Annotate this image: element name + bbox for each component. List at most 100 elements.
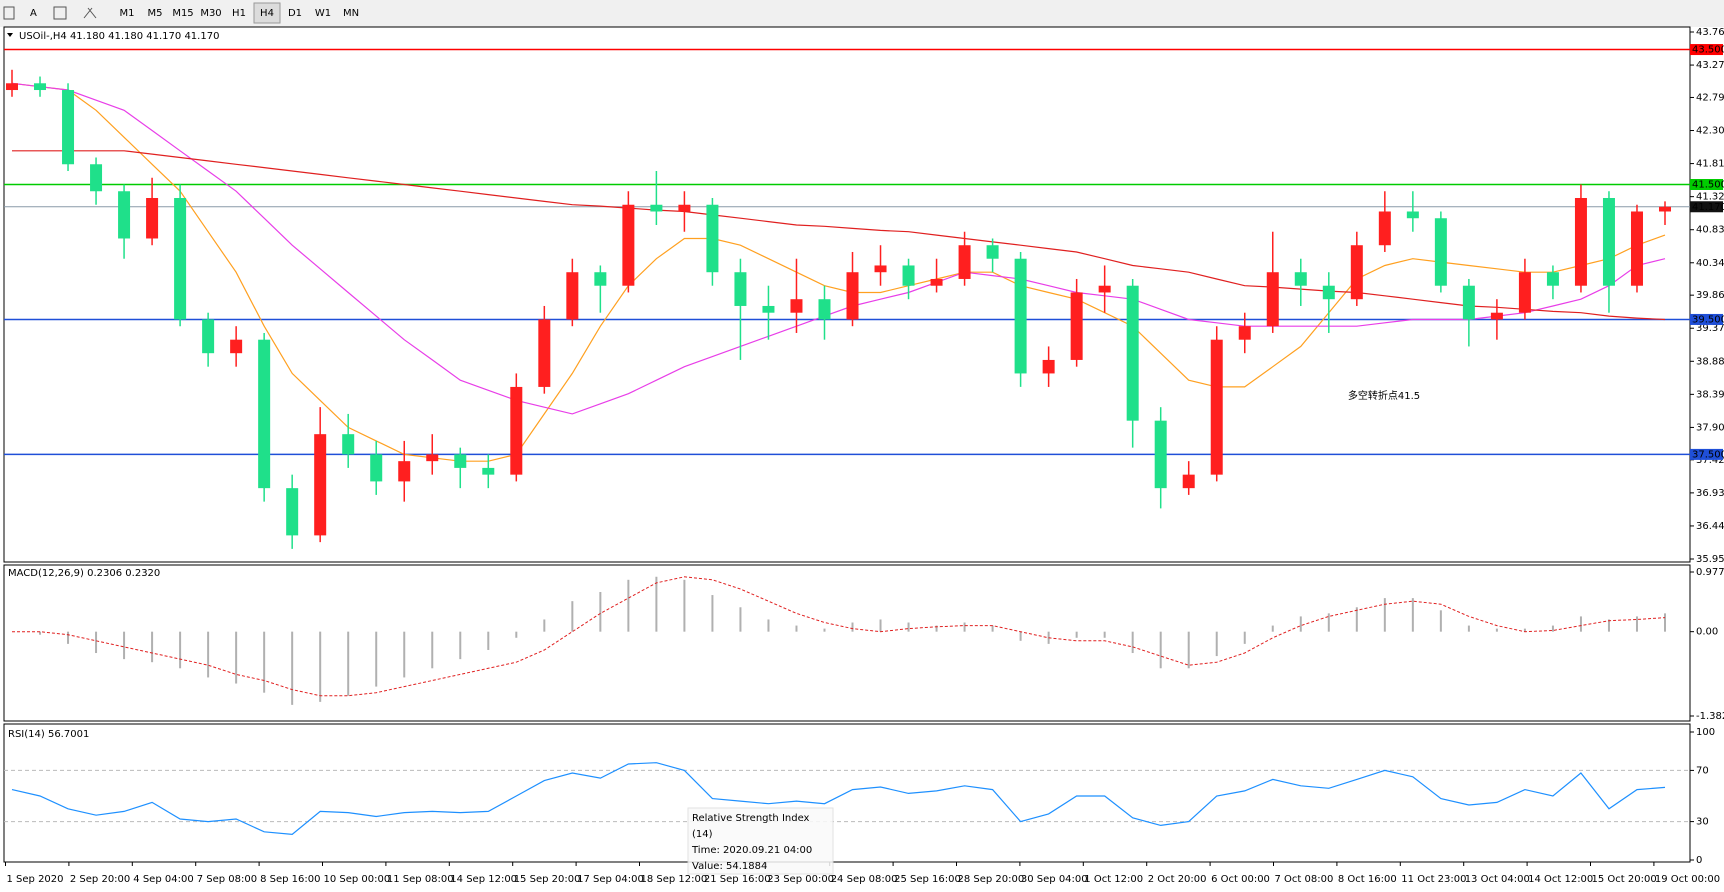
y-tick-label: -1.382 xyxy=(1696,711,1724,722)
y-tick-label: 0.9779 xyxy=(1696,567,1724,578)
candle-body xyxy=(174,197,187,320)
panel-title: RSI(14) 56.7001 xyxy=(8,729,89,740)
y-tick-label: 70 xyxy=(1696,765,1709,776)
x-tick-label: 11 Oct 23:00 xyxy=(1401,874,1466,885)
moving-average xyxy=(11,82,1666,462)
timeframe-label[interactable]: H1 xyxy=(232,8,246,19)
tooltip-text: Value: 54.1884 xyxy=(692,861,767,872)
x-tick-label: 6 Oct 00:00 xyxy=(1211,874,1270,885)
candle-body xyxy=(6,83,18,91)
candle-body xyxy=(1210,339,1223,475)
macd-panel xyxy=(3,564,1691,722)
x-tick-label: 15 Oct 20:00 xyxy=(1592,874,1657,885)
candle-body xyxy=(846,272,859,320)
level-label-box xyxy=(1690,448,1723,460)
candle-body xyxy=(986,245,999,259)
timeframe-button[interactable] xyxy=(226,3,252,23)
timeframe-label[interactable]: M15 xyxy=(172,8,193,19)
x-tick-label: 17 Sep 04:00 xyxy=(577,874,644,885)
y-tick-label: 40.830 xyxy=(1696,225,1724,236)
candle-body xyxy=(538,319,551,387)
candle-body xyxy=(1518,272,1531,313)
x-tick-label: 14 Oct 12:00 xyxy=(1528,874,1593,885)
candle-body xyxy=(1070,292,1083,360)
timeframe-button[interactable] xyxy=(114,3,140,23)
timeframe-label[interactable]: M1 xyxy=(120,8,135,19)
candle-body xyxy=(1238,326,1251,340)
candle-body xyxy=(790,299,803,313)
candle-body xyxy=(1659,206,1671,212)
timeframe-label[interactable]: H4 xyxy=(260,8,274,19)
tool-icon[interactable] xyxy=(83,7,97,19)
y-tick-label: 37.420 xyxy=(1696,455,1724,466)
tooltip-box xyxy=(687,807,834,875)
candle-body xyxy=(1490,312,1503,320)
y-tick-label: 39.370 xyxy=(1696,323,1724,334)
level-label: 41.500 xyxy=(1692,179,1724,190)
tool-icon[interactable] xyxy=(3,6,15,20)
y-tick-label: 38.880 xyxy=(1696,356,1724,367)
candle-body xyxy=(622,204,635,286)
timeframe-button[interactable] xyxy=(338,3,364,23)
y-tick-label: 36.930 xyxy=(1696,488,1724,499)
candle-body xyxy=(202,319,215,354)
rsi-line xyxy=(11,762,1666,836)
x-tick-label: 23 Sep 00:00 xyxy=(767,874,834,885)
candle-body xyxy=(1350,245,1363,300)
level-label: 37.500 xyxy=(1692,449,1724,460)
y-tick-label: 41.320 xyxy=(1696,192,1724,203)
title-arrow xyxy=(7,33,13,37)
timeframe-button[interactable] xyxy=(253,2,281,24)
candle-body xyxy=(1602,197,1615,286)
timeframe-button[interactable] xyxy=(310,3,336,23)
candle-body xyxy=(314,434,327,536)
x-tick-label: 10 Sep 00:00 xyxy=(324,874,391,885)
x-tick-label: 21 Sep 16:00 xyxy=(704,874,771,885)
candle-body xyxy=(118,191,131,239)
y-tick-label: 35.950 xyxy=(1696,554,1724,565)
candle-body xyxy=(370,454,383,482)
x-tick-label: 28 Sep 20:00 xyxy=(958,874,1025,885)
y-tick-label: 36.440 xyxy=(1696,521,1724,532)
timeframe-button[interactable] xyxy=(142,3,168,23)
tool-icon[interactable]: A xyxy=(30,8,37,19)
y-tick-label: 42.790 xyxy=(1696,92,1724,103)
candle-body xyxy=(902,265,915,286)
toolbar-icons: A xyxy=(3,6,97,20)
timeframe-label[interactable]: D1 xyxy=(288,8,302,19)
y-tick-label: 41.810 xyxy=(1696,159,1724,170)
timeframe-label[interactable]: M5 xyxy=(148,8,163,19)
x-tick-label: 25 Sep 16:00 xyxy=(894,874,961,885)
timeframe-label[interactable]: MN xyxy=(343,8,359,19)
level-label-box xyxy=(1690,313,1723,325)
y-tick-label: 38.390 xyxy=(1696,389,1724,400)
timeframe-label[interactable]: M30 xyxy=(200,8,221,19)
timeframe-bar: M1 M5 M15 M30 H1 H4 D1 W1 MN xyxy=(114,2,364,24)
main-panel xyxy=(3,26,1691,563)
candle-body xyxy=(482,467,495,475)
candle-body xyxy=(454,454,467,468)
x-tick-label: 18 Sep 12:00 xyxy=(641,874,708,885)
candle-body xyxy=(1266,272,1279,327)
candle-body xyxy=(1434,218,1447,286)
timeframe-label[interactable]: W1 xyxy=(315,8,331,19)
level-label: 39.500 xyxy=(1692,314,1724,325)
level-label-box xyxy=(1690,178,1723,190)
timeframe-button[interactable] xyxy=(198,3,224,23)
candle-body xyxy=(34,83,47,91)
timeframe-button[interactable] xyxy=(170,3,196,23)
last-price-box xyxy=(1690,201,1723,213)
y-tick-label: 30 xyxy=(1696,817,1709,828)
timeframe-button[interactable] xyxy=(282,3,308,23)
x-tick-label: 1 Sep 2020 xyxy=(7,874,64,885)
rsi-panel xyxy=(3,723,1691,863)
candle-body xyxy=(1462,285,1475,320)
candle-body xyxy=(286,488,299,536)
candle-body xyxy=(1546,272,1559,286)
candle-body xyxy=(230,339,243,354)
x-tick-label: 14 Sep 12:00 xyxy=(450,874,517,885)
tool-icon[interactable] xyxy=(53,6,67,20)
level-label-box xyxy=(1690,44,1723,56)
candle-body xyxy=(1126,285,1139,421)
candle-body xyxy=(258,339,271,489)
